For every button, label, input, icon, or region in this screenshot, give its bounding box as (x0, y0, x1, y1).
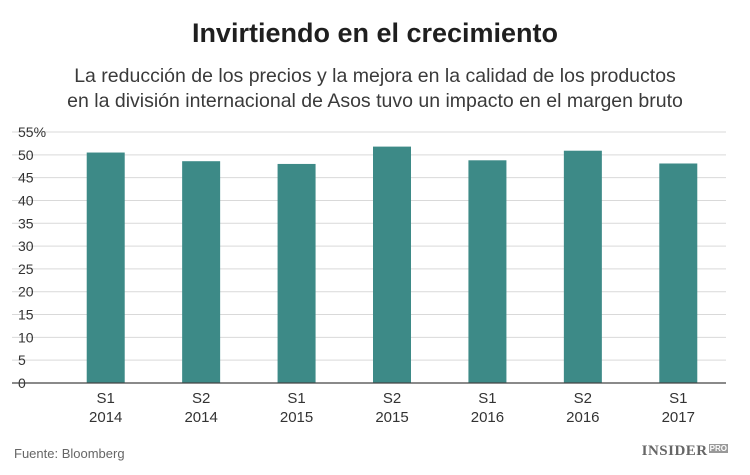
y-tick-label: 20 (18, 284, 34, 300)
bar (468, 160, 507, 383)
x-tick-label: 2016 (566, 409, 599, 426)
y-tick-label: 10 (18, 329, 34, 345)
x-tick-label: S2 (383, 390, 401, 407)
y-tick-label: 50 (18, 147, 34, 163)
y-tick-label: 35 (18, 215, 34, 231)
y-tick-label: 55% (18, 124, 46, 140)
source-note: Fuente: Bloomberg (14, 446, 125, 461)
bar (182, 161, 221, 383)
x-tick-label: S1 (287, 390, 305, 407)
x-tick-label: 2017 (662, 409, 695, 426)
chart-subtitle: La reducción de los precios y la mejora … (20, 64, 730, 114)
brand-name: INSIDER (641, 443, 708, 459)
chart-title: Invirtiendo en el crecimiento (191, 18, 559, 48)
bar (86, 152, 125, 383)
x-tick-label: 2015 (280, 409, 313, 426)
y-tick-label: 45 (18, 170, 34, 186)
subtitle-line-2: en la división internacional de Asos tuv… (67, 90, 683, 112)
y-tick-label: 5 (18, 352, 26, 368)
x-tick-label: S2 (192, 390, 210, 407)
bar (563, 150, 602, 383)
y-tick-label: 25 (18, 261, 34, 277)
y-tick-label: 30 (18, 238, 34, 254)
bar (277, 163, 316, 383)
x-tick-label: 2016 (471, 409, 504, 426)
x-tick-label: 2014 (184, 409, 217, 426)
x-tick-label: S1 (97, 390, 115, 407)
bar (373, 146, 411, 383)
brand-tag: PRO (708, 444, 728, 453)
subtitle-line-1: La reducción de los precios y la mejora … (74, 65, 676, 87)
x-tick-label: S1 (669, 390, 687, 407)
x-tick-label: S1 (478, 390, 496, 407)
y-tick-label: 15 (18, 307, 34, 323)
x-tick-label: 2015 (375, 409, 408, 426)
y-tick-label: 40 (18, 192, 34, 208)
x-tick-label: 2014 (89, 409, 122, 426)
bar (659, 163, 698, 383)
x-tick-label: S2 (574, 390, 592, 407)
brand-logo: INSIDER PRO (642, 443, 728, 460)
